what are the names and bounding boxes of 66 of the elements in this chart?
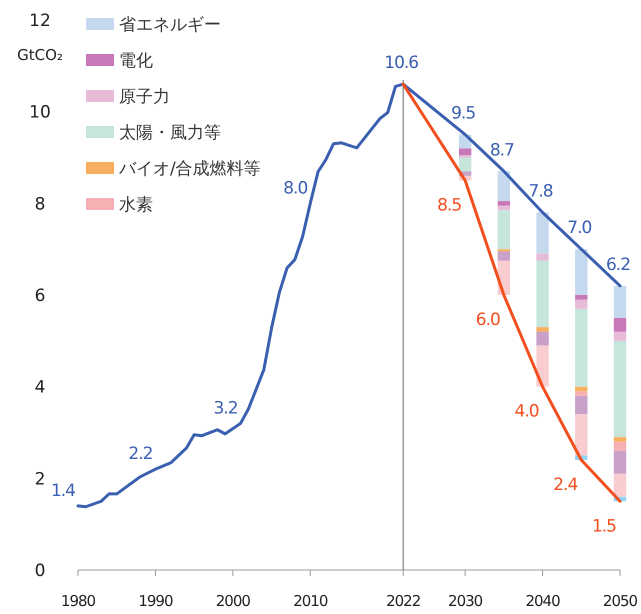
bar [575, 300, 588, 309]
bar [536, 345, 549, 387]
data-label: 3.2 [214, 398, 238, 418]
y-tick-label: 10 [29, 102, 51, 123]
bar [536, 327, 549, 332]
legend-label: 省エネルギー [119, 15, 221, 35]
bar [536, 332, 549, 346]
bar [536, 212, 549, 254]
bar [458, 158, 472, 172]
data-label: 7.0 [567, 218, 592, 238]
bar [614, 437, 626, 442]
bar [575, 396, 588, 414]
data-label: 6.0 [476, 310, 500, 330]
legend-label: 太陽・風力等 [119, 123, 221, 143]
legend-label: 原子力 [119, 87, 170, 107]
y-tick-label: 4 [34, 378, 46, 398]
data-label: 8.5 [437, 195, 462, 216]
y-tick-label: 8 [34, 194, 46, 214]
x-tick-label: 1980 [60, 592, 96, 610]
x-tick-label: 2010 [293, 592, 328, 610]
data-label: 4.0 [514, 402, 539, 422]
bar [575, 249, 588, 295]
bar [458, 148, 472, 156]
y-tick-label: 2 [34, 469, 46, 490]
x-tick-label: 1990 [138, 592, 173, 610]
y-tick-label: 0 [34, 561, 46, 581]
y-axis-title: GtCO₂ [17, 46, 63, 64]
bar [614, 286, 626, 318]
x-tick-label: 2050 [602, 592, 638, 610]
bar [614, 474, 626, 497]
data-label: 2.2 [128, 444, 153, 464]
bar [614, 442, 626, 451]
x-tick-label: 2000 [216, 592, 250, 610]
x-tick-label: 2030 [448, 592, 483, 610]
bar [614, 332, 626, 341]
bar [614, 318, 626, 332]
bar [498, 251, 510, 261]
bar [614, 340, 626, 438]
data-label: 6.2 [606, 254, 630, 275]
bar [614, 450, 626, 474]
data-label: 10.6 [384, 53, 418, 74]
bar [575, 391, 588, 396]
bar [575, 414, 588, 456]
data-label: 9.5 [451, 104, 476, 124]
legend-label: バイオ/合成燃料等 [118, 159, 261, 179]
bar [575, 386, 588, 392]
bar [536, 260, 549, 328]
data-label: 8.7 [490, 140, 514, 160]
bar [498, 206, 510, 210]
data-label: 1.4 [50, 480, 76, 501]
bar [575, 308, 588, 387]
x-tick-label: 2040 [525, 592, 560, 610]
bar [498, 171, 510, 202]
legend-label: 水素 [119, 195, 153, 215]
data-label: 7.8 [528, 182, 553, 202]
legend-label: 電化 [119, 51, 153, 71]
x-tick-label: 2022 [386, 592, 421, 610]
y-tick-label: 12 [29, 11, 51, 31]
data-label: 2.4 [553, 475, 578, 495]
y-tick-label: 6 [34, 286, 46, 306]
data-label: 8.0 [283, 178, 308, 198]
bar [498, 201, 510, 206]
bar [536, 254, 549, 261]
bar [498, 210, 510, 250]
data-label: 1.5 [592, 516, 616, 536]
bar [575, 295, 588, 300]
